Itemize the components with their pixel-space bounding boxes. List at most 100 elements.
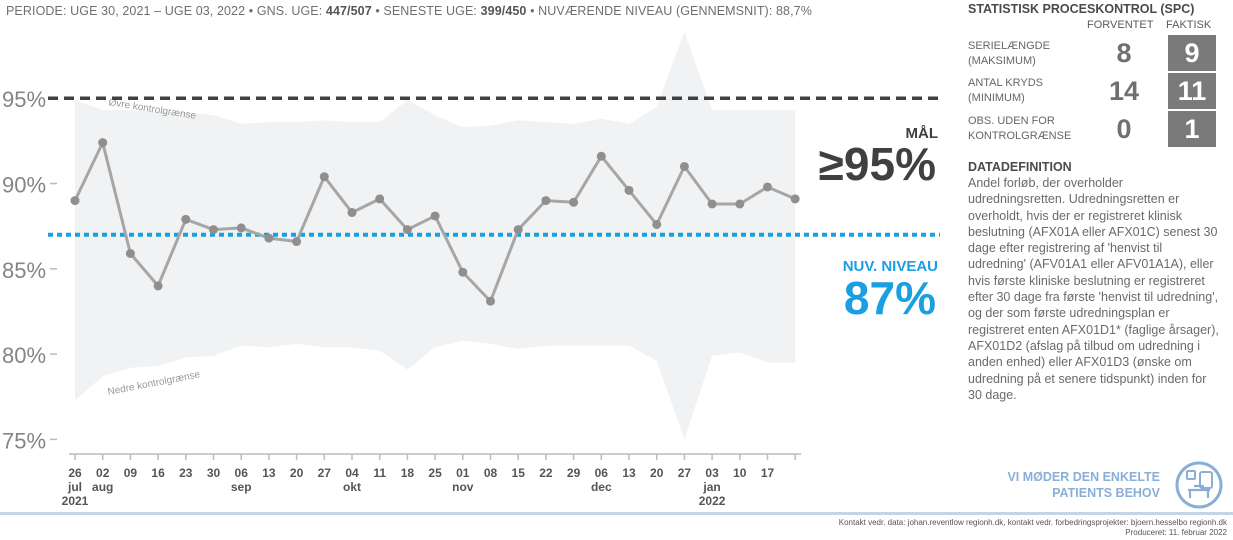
x-tick-label: 10 xyxy=(733,466,747,480)
definition-title: DATADEFINITION xyxy=(968,160,1072,174)
month-label: jan xyxy=(702,480,720,494)
spc-row-label: OBS. UDEN FOR KONTROLGRÆNSE xyxy=(968,114,1088,144)
data-point xyxy=(679,161,689,171)
spc-row-label-line: (MAKSIMUM) xyxy=(968,55,1036,67)
x-tick-label: 04 xyxy=(345,466,359,480)
data-point xyxy=(541,196,551,206)
x-tick-label: 20 xyxy=(650,466,664,480)
gns-label: GNS. UGE: xyxy=(256,4,323,18)
x-tick-label: 06 xyxy=(235,466,249,480)
data-point xyxy=(153,281,163,291)
data-point xyxy=(624,185,634,195)
x-tick-label: 06 xyxy=(595,466,609,480)
y-tick-label: 95% xyxy=(2,87,46,112)
spc-actual-value: 1 xyxy=(1168,111,1216,147)
spc-row-label-line: (MINIMUM) xyxy=(968,92,1025,104)
periode-value: UGE 30, 2021 – UGE 03, 2022 xyxy=(70,4,246,18)
spc-expected-value: 8 xyxy=(1116,38,1132,68)
seneste-value: 399/450 xyxy=(480,4,527,18)
spc-row-label-line: OBS. UDEN FOR xyxy=(968,115,1055,127)
spc-row-label: SERIELÆNGDE (MAKSIMUM) xyxy=(968,39,1088,69)
x-tick-label: 03 xyxy=(705,466,719,480)
spc-row-label: ANTAL KRYDS (MINIMUM) xyxy=(968,76,1088,106)
month-label: aug xyxy=(92,480,113,494)
y-tick-label: 90% xyxy=(2,173,46,198)
spc-expected-value: 14 xyxy=(1108,76,1140,106)
data-point xyxy=(486,296,495,306)
spc-row-label-line: SERIELÆNGDE xyxy=(968,40,1050,52)
x-tick-label: 17 xyxy=(761,466,775,480)
separator: • xyxy=(375,4,380,18)
data-point xyxy=(125,248,135,258)
spc-row-label-line: ANTAL KRYDS xyxy=(968,77,1043,89)
data-point xyxy=(707,199,717,209)
x-tick-label: 15 xyxy=(512,466,526,480)
data-point xyxy=(430,211,440,221)
data-point xyxy=(292,237,302,247)
data-point xyxy=(652,219,662,229)
month-label: okt xyxy=(343,480,361,494)
month-label: sep xyxy=(231,480,252,494)
data-point xyxy=(763,182,772,192)
x-tick-label: 09 xyxy=(124,466,138,480)
data-point xyxy=(264,233,274,243)
spc-title: STATISTISK PROCESKONTROL (SPC) xyxy=(968,2,1195,16)
x-tick-label: 08 xyxy=(484,466,498,480)
seneste-label: SENESTE UGE: xyxy=(383,4,478,18)
x-tick-label: 25 xyxy=(428,466,442,480)
data-point xyxy=(319,172,329,182)
niveau-label: NUVÆRENDE NIVEAU (GENNEMSNIT): xyxy=(538,4,773,18)
periode-label: PERIODE: xyxy=(6,4,67,18)
data-point xyxy=(790,194,800,204)
year-label: 2022 xyxy=(699,494,726,508)
data-point xyxy=(596,151,606,161)
month-label: jul xyxy=(67,480,82,494)
current-level-label: NUV. NIVEAU xyxy=(843,258,938,275)
spc-actual-value: 9 xyxy=(1168,35,1216,71)
x-tick-label: 22 xyxy=(539,466,553,480)
spc-actual-value: 11 xyxy=(1168,73,1216,109)
data-point xyxy=(375,194,385,204)
data-point xyxy=(402,225,412,235)
x-tick-label: 26 xyxy=(68,466,82,480)
slogan: VI MØDER DEN ENKELTE PATIENTS BEHOV xyxy=(1000,469,1160,501)
slogan-line: VI MØDER DEN ENKELTE xyxy=(1007,470,1160,484)
gns-value: 447/507 xyxy=(325,4,372,18)
month-label: nov xyxy=(452,480,474,494)
x-tick-label: 16 xyxy=(151,466,165,480)
x-tick-label: 13 xyxy=(262,466,276,480)
x-tick-label: 30 xyxy=(207,466,221,480)
data-point xyxy=(98,138,108,148)
y-tick-label: 80% xyxy=(2,343,46,368)
footer-contact: Kontakt vedr. data: johan.reventlow regi… xyxy=(838,518,1227,527)
month-label: dec xyxy=(591,480,612,494)
report-header: PERIODE: UGE 30, 2021 – UGE 03, 2022 • G… xyxy=(6,4,812,18)
x-tick-label: 02 xyxy=(96,466,110,480)
x-tick-label: 18 xyxy=(401,466,415,480)
separator: • xyxy=(530,4,535,18)
year-label: 2021 xyxy=(62,494,89,508)
x-tick-label: 23 xyxy=(179,466,193,480)
data-point xyxy=(347,208,357,218)
niveau-value: 88,7% xyxy=(775,4,812,18)
y-tick-label: 75% xyxy=(2,428,46,453)
data-point xyxy=(513,225,523,235)
data-point xyxy=(735,199,745,209)
slogan-line: PATIENTS BEHOV xyxy=(1052,486,1160,500)
spc-col-actual: FAKTISK xyxy=(1166,19,1212,31)
goal-value: ≥95% xyxy=(819,138,936,190)
footer-divider xyxy=(0,512,1233,515)
x-tick-label: 27 xyxy=(318,466,332,480)
spc-col-expected: FORVENTET xyxy=(1087,19,1154,31)
data-point xyxy=(236,223,246,233)
patient-bed-icon xyxy=(1175,461,1223,509)
x-tick-label: 29 xyxy=(567,466,581,480)
definition-text: Andel forløb, der overholder udredningsr… xyxy=(968,176,1219,402)
data-point xyxy=(569,197,579,207)
spc-row-label-line: KONTROLGRÆNSE xyxy=(968,130,1072,142)
x-tick-label: 13 xyxy=(622,466,636,480)
data-point xyxy=(209,225,218,235)
footer-produced: Produceret: 11. februar 2022 xyxy=(1125,528,1227,537)
data-point xyxy=(458,267,468,277)
